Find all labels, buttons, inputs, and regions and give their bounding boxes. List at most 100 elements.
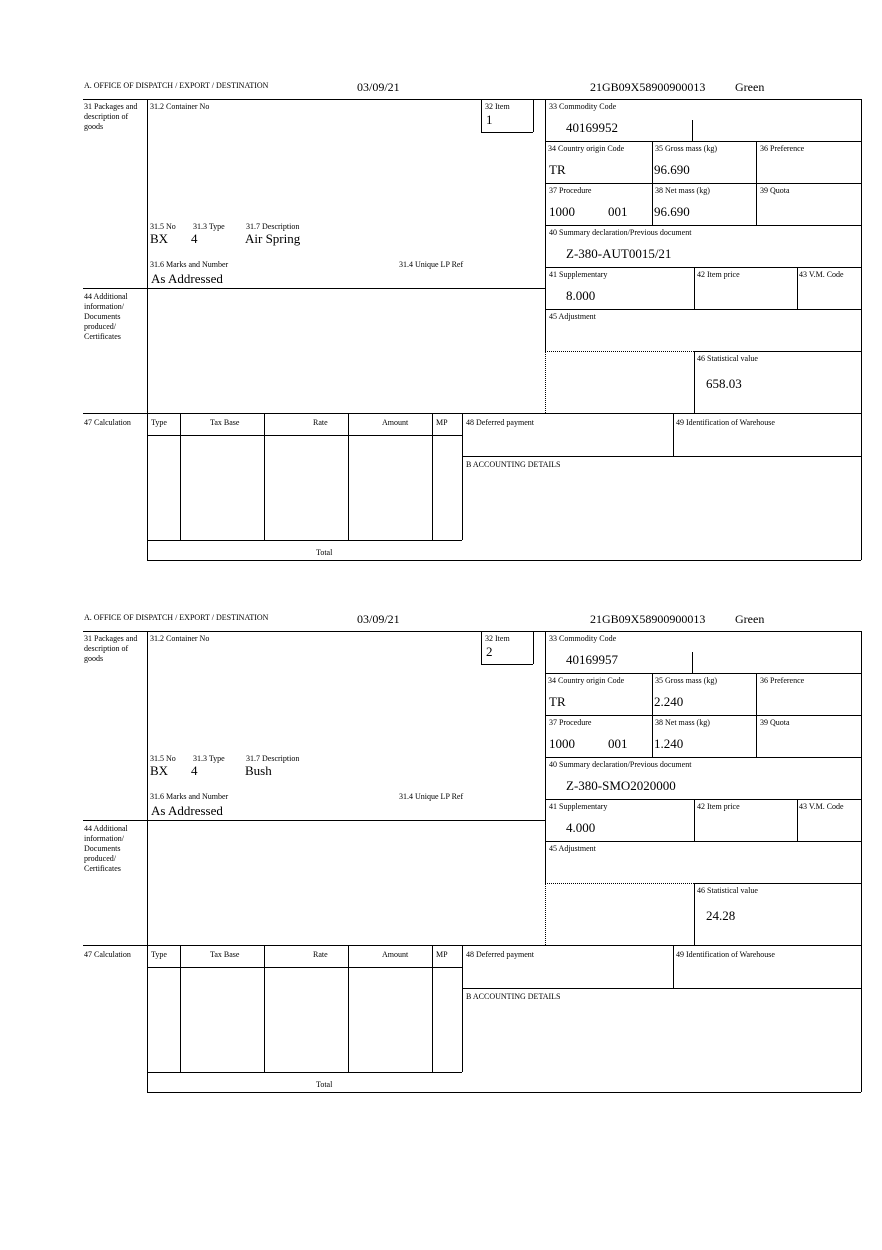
goods-description: Air Spring — [245, 231, 301, 246]
deferred-payment-label: 48 Deferred payment — [466, 950, 534, 959]
calc-col-rate: Rate — [313, 418, 328, 427]
country-origin: TR — [549, 694, 566, 709]
procedure-code: 1000 — [549, 204, 575, 219]
divider — [147, 1092, 861, 1093]
unique-ref-label: 31.4 Unique LP Ref — [399, 792, 464, 801]
item-label: 32 Item — [485, 634, 510, 643]
item-number: 1 — [486, 112, 493, 127]
packages-label: 31 Packages and description of goods — [84, 102, 138, 131]
procedure-additional: 001 — [608, 204, 628, 219]
reference-number: 21GB09X58900900013 — [590, 80, 706, 94]
divider — [147, 967, 462, 968]
divider — [545, 183, 861, 184]
divider — [861, 99, 862, 560]
total-label: Total — [316, 1080, 333, 1089]
supplementary-units: 8.000 — [566, 288, 596, 303]
divider — [692, 652, 693, 673]
item-price-label: 42 Item price — [697, 802, 740, 811]
divider — [694, 883, 695, 945]
statistical-label: 46 Statistical value — [697, 354, 758, 363]
divider — [83, 413, 861, 414]
net-mass-label: 38 Net mass (kg) — [655, 718, 710, 727]
office-label: A. OFFICE OF DISPATCH / EXPORT / DESTINA… — [84, 613, 269, 622]
net-mass: 1.240 — [654, 736, 684, 751]
statistical-value: 658.03 — [706, 376, 742, 391]
route-status: Green — [735, 612, 765, 626]
divider — [348, 945, 349, 1072]
container-label: 31.2 Container No — [150, 102, 210, 111]
package-type-label: 31.3 Type — [193, 222, 225, 231]
divider — [432, 413, 433, 540]
divider — [348, 413, 349, 540]
warehouse-label: 49 Identification of Warehouse — [676, 950, 775, 959]
quota-label: 39 Quota — [760, 186, 790, 195]
divider — [756, 141, 757, 225]
adjustment-label: 45 Adjustment — [549, 312, 596, 321]
deferred-payment-label: 48 Deferred payment — [466, 418, 534, 427]
divider — [694, 267, 695, 309]
procedure-code: 1000 — [549, 736, 575, 751]
divider — [694, 799, 695, 841]
container-label: 31.2 Container No — [150, 634, 210, 643]
accounting-details-label: B ACCOUNTING DETAILS — [466, 460, 561, 469]
packages-label: 31 Packages and description of goods — [84, 634, 138, 663]
summary-document: Z-380-AUT0015/21 — [566, 246, 672, 261]
package-no-label: 31.5 No — [150, 222, 176, 231]
divider — [481, 664, 533, 665]
gross-mass-label: 35 Gross mass (kg) — [655, 676, 717, 685]
package-no-label: 31.5 No — [150, 754, 176, 763]
calc-col-tax-base: Tax Base — [210, 418, 240, 427]
calc-col-mp: MP — [436, 950, 448, 959]
divider — [545, 715, 861, 716]
vm-code-label: 43 V.M. Code — [799, 270, 844, 279]
divider — [462, 456, 861, 457]
divider — [692, 120, 693, 141]
divider — [861, 631, 862, 1092]
office-label: A. OFFICE OF DISPATCH / EXPORT / DESTINA… — [84, 81, 269, 90]
country-label: 34 Country origin Code — [548, 144, 625, 153]
divider — [462, 945, 463, 1072]
divider — [545, 799, 861, 800]
marks-value: As Addressed — [151, 803, 223, 818]
statistical-value: 24.28 — [706, 908, 736, 923]
divider — [147, 99, 148, 560]
package-type-label: 31.3 Type — [193, 754, 225, 763]
gross-mass-label: 35 Gross mass (kg) — [655, 144, 717, 153]
item-label: 32 Item — [485, 102, 510, 111]
quota-label: 39 Quota — [760, 718, 790, 727]
adjustment-label: 45 Adjustment — [549, 844, 596, 853]
divider — [481, 99, 482, 132]
divider — [545, 841, 861, 842]
divider — [756, 673, 757, 757]
calculation-label: 47 Calculation — [84, 950, 131, 959]
additional-info-label: 44 Additional information/ Documents pro… — [84, 824, 128, 873]
accounting-details-label: B ACCOUNTING DETAILS — [466, 992, 561, 1001]
additional-info-label: 44 Additional information/ Documents pro… — [84, 292, 128, 341]
marks-value: As Addressed — [151, 271, 223, 286]
reference-number: 21GB09X58900900013 — [590, 612, 706, 626]
package-type: 4 — [191, 231, 198, 246]
divider — [147, 1072, 462, 1073]
divider — [147, 560, 861, 561]
divider — [432, 945, 433, 1072]
country-origin: TR — [549, 162, 566, 177]
package-no: BX — [150, 231, 169, 246]
divider — [83, 631, 861, 632]
divider — [147, 631, 148, 1092]
date: 03/09/21 — [357, 80, 400, 94]
calc-col-tax-base: Tax Base — [210, 950, 240, 959]
divider — [533, 631, 534, 664]
calc-col-type: Type — [151, 950, 167, 959]
vm-code-label: 43 V.M. Code — [799, 802, 844, 811]
summary-document: Z-380-SMO2020000 — [566, 778, 676, 793]
divider — [83, 820, 545, 821]
summary-label: 40 Summary declaration/Previous document — [549, 228, 692, 237]
description-label: 31.7 Description — [246, 754, 300, 763]
divider — [545, 673, 861, 674]
net-mass: 96.690 — [654, 204, 690, 219]
net-mass-label: 38 Net mass (kg) — [655, 186, 710, 195]
goods-description: Bush — [245, 763, 272, 778]
divider — [545, 883, 694, 884]
divider — [264, 413, 265, 540]
commodity-code: 40169957 — [566, 652, 618, 667]
